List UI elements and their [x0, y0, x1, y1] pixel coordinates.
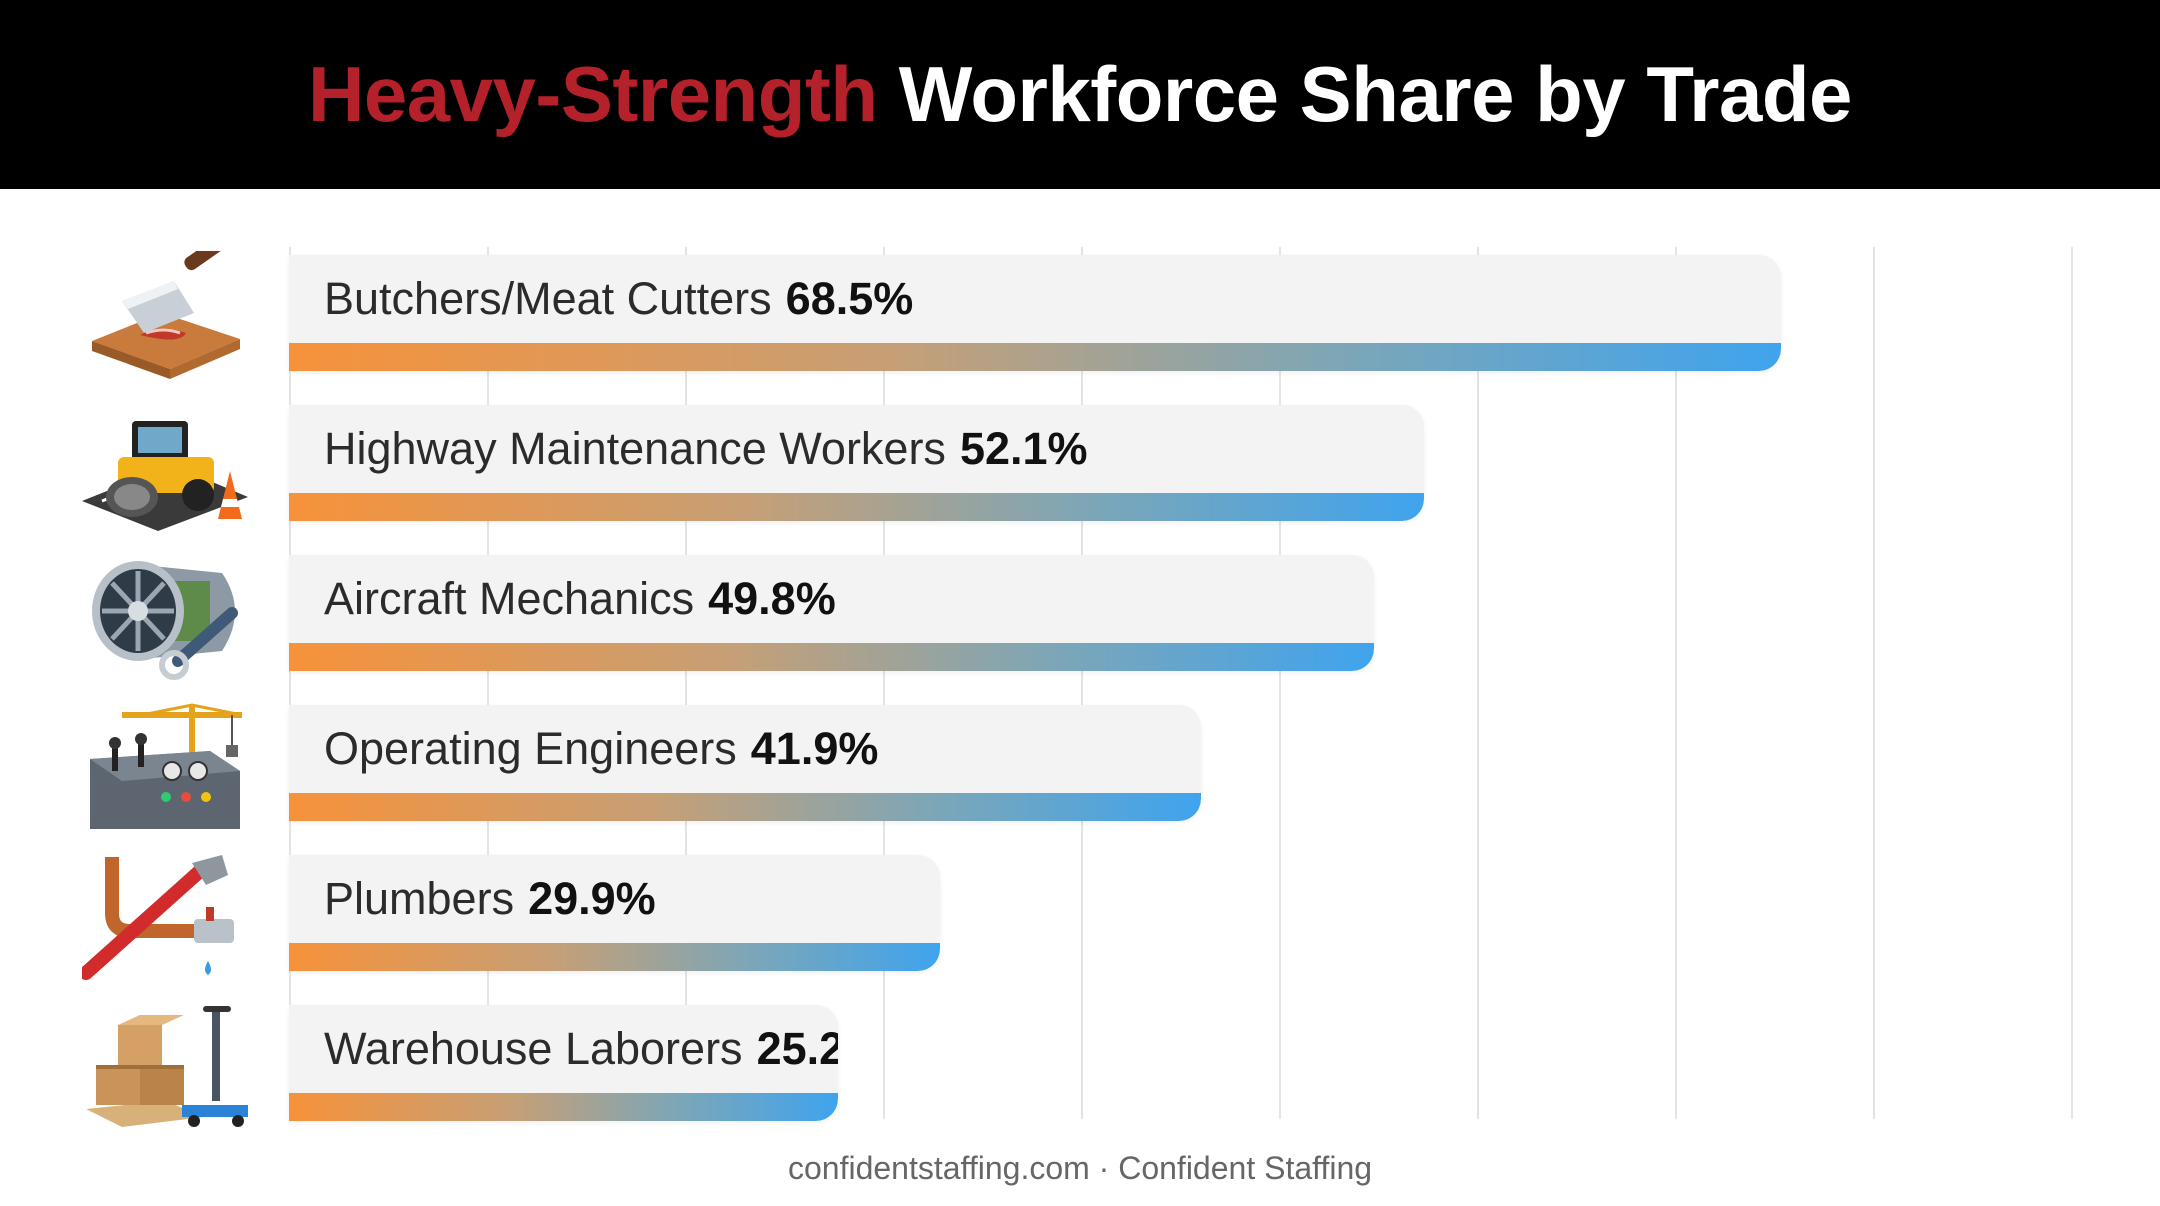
gridline: [487, 247, 489, 1119]
bar-label: Plumbers 29.9%: [324, 873, 656, 925]
value-label: 29.9%: [528, 873, 656, 924]
bar-label: Aircraft Mechanics 49.8%: [324, 573, 836, 625]
bar: Plumbers 29.9%: [289, 855, 940, 971]
bar: Operating Engineers 41.9%: [289, 705, 1201, 821]
chart-title: Heavy-Strength Workforce Share by Trade: [308, 49, 1852, 140]
category-label: Butchers/Meat Cutters: [324, 273, 772, 324]
category-label: Aircraft Mechanics: [324, 573, 695, 624]
gridline: [1081, 247, 1083, 1119]
bar-row: Highway Maintenance Workers 52.1%: [0, 405, 2160, 531]
category-label: Warehouse Laborers: [324, 1023, 743, 1074]
boxes-pallet-jack-icon: [82, 1001, 248, 1131]
pipe-wrench-icon: [79, 851, 248, 981]
bar: Warehouse Laborers 25.2%: [289, 1005, 838, 1121]
value-label: 68.5%: [785, 273, 914, 324]
bar-fill: [289, 793, 1201, 821]
bar-fill: [289, 493, 1424, 521]
bar-row: Aircraft Mechanics 49.8%: [0, 555, 2160, 680]
bar-label: Operating Engineers 41.9%: [324, 723, 878, 775]
value-label: 49.8%: [708, 573, 836, 624]
gridline: [883, 247, 885, 1119]
jet-engine-wrench-icon: [82, 551, 248, 681]
bar-chart: Butchers/Meat Cutters 68.5% Highway Maint…: [0, 189, 2160, 1149]
bar-row: Plumbers 29.9%: [0, 855, 2160, 980]
bar-fill: [289, 343, 1781, 371]
bar-row: Warehouse Laborers 25.2%: [0, 1005, 2160, 1127]
bar-fill: [289, 643, 1374, 671]
gridline: [1675, 247, 1677, 1119]
category-label: Plumbers: [324, 873, 515, 924]
cleaver-cutting-board-icon: [82, 238, 248, 381]
bar-fill: [289, 1093, 838, 1121]
category-label: Operating Engineers: [324, 723, 737, 774]
road-roller-icon: [82, 401, 248, 531]
value-label: 52.1%: [959, 423, 1088, 474]
value-label: 25.2%: [756, 1023, 838, 1074]
value-label: 41.9%: [750, 723, 879, 774]
bar-fill: [289, 943, 940, 971]
title-highlight: Heavy-Strength: [308, 50, 878, 138]
gridline: [1873, 247, 1875, 1119]
gridline: [2071, 247, 2073, 1119]
title-rest: Workforce Share by Trade: [898, 50, 1853, 138]
gridline: [1279, 247, 1281, 1119]
category-label: Highway Maintenance Workers: [324, 423, 946, 474]
source-footer: confidentstaffing.com · Confident Staffi…: [787, 1150, 1373, 1186]
bar-label: Butchers/Meat Cutters 68.5%: [324, 273, 913, 325]
bar-row: Butchers/Meat Cutters 68.5%: [0, 238, 2160, 379]
bar: Butchers/Meat Cutters 68.5%: [289, 255, 1781, 371]
bar: Aircraft Mechanics 49.8%: [289, 555, 1374, 671]
bar-label: Highway Maintenance Workers 52.1%: [324, 423, 1088, 475]
title-banner: Heavy-Strength Workforce Share by Trade: [0, 0, 2160, 189]
bar-row: Operating Engineers 41.9%: [0, 703, 2160, 829]
bar: Highway Maintenance Workers 52.1%: [289, 405, 1424, 521]
crane-control-panel-icon: [82, 701, 248, 831]
gridline: [289, 247, 291, 1119]
bar-label: Warehouse Laborers 25.2%: [324, 1023, 838, 1075]
gridline: [685, 247, 687, 1119]
gridline: [1477, 247, 1479, 1119]
